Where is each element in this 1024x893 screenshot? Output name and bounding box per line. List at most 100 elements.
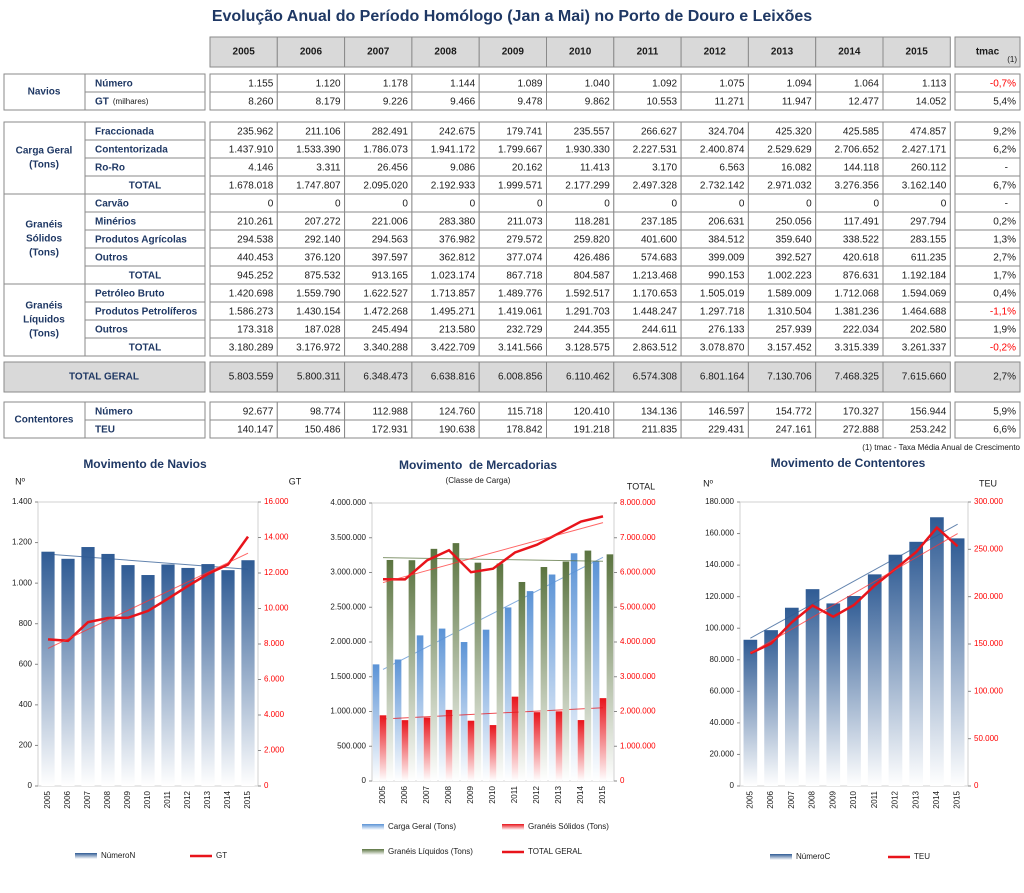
table-cell [478,361,548,393]
header-note: (1) [1007,55,1017,64]
table-value: 250.056 [776,217,813,228]
table-value: 0 [672,199,678,210]
y-tick-label: 1.500.000 [330,672,366,681]
table-cell [3,121,86,195]
table-value: 210.261 [237,217,274,228]
row-label: Fraccionada [95,127,154,138]
y2-tick-label: 150.000 [974,639,1003,648]
table-value: 6.008.856 [498,372,543,383]
table-value: 0 [268,199,274,210]
table-value: 876.631 [843,271,880,282]
table-value: 1.002.223 [767,271,812,282]
column-header: 2008 [434,47,457,58]
y-tick-label: 600 [19,659,33,668]
table-value: 11.271 [715,97,745,108]
table-value: 0,4% [993,289,1016,300]
table-value: 440.453 [237,253,274,264]
table-value: 6.638.816 [431,372,476,383]
table-value: 1.170.653 [633,289,678,300]
table-value: 242.675 [439,127,476,138]
table-value: 6,6% [993,425,1016,436]
bar [221,570,235,786]
x-tick-label: 2007 [787,790,796,808]
table-value: 377.074 [506,253,543,264]
x-tick-label: 2006 [63,790,72,808]
bar [540,567,548,781]
table-cell [954,419,1021,439]
page-title: Evolução Anual do Período Homólogo (Jan … [212,8,812,25]
legend-label: Granéis Sólidos (Tons) [528,822,609,831]
y-tick-label: 80.000 [710,655,735,664]
table-value: 279.572 [506,235,543,246]
chart-title: Movimento de Mercadorias [399,458,557,472]
table-value: 1.094 [787,79,812,90]
group-label: Contentores [15,415,74,426]
bar [141,575,155,786]
table-cell [84,91,206,111]
trend-line [382,707,604,720]
table-value: 3.128.575 [565,343,610,354]
bar [784,607,799,786]
table-cell [411,361,480,393]
y-tick-label: 140.000 [705,560,734,569]
bar [805,589,820,786]
table-value: 1.747.807 [296,181,341,192]
table-value: 297.794 [910,217,947,228]
table-value: 0 [470,199,476,210]
table-value: 6.110.462 [566,372,610,383]
bar [408,560,416,781]
bar [599,698,607,781]
x-tick-label: 2007 [422,785,431,803]
y2-axis-label: GT [289,476,302,486]
table-value: 211.106 [305,127,341,138]
line [47,535,250,643]
trend-line [47,552,249,649]
y2-tick-label: 3.000.000 [620,672,656,681]
table-value: 1.120 [316,79,341,90]
column-header: 2006 [300,47,323,58]
table-value: 222.034 [843,325,880,336]
group-label: Líquidos [23,315,65,326]
table-value: 1.144 [450,79,475,90]
x-tick-label: 2012 [183,790,192,808]
y-tick-label: 0 [362,776,367,785]
y-tick-label: 200 [19,741,33,750]
table-value: 6.563 [719,163,744,174]
table-value: 401.600 [641,235,678,246]
y2-axis-label: TEU [979,478,997,488]
y2-tick-label: 100.000 [974,686,1003,695]
table-value: 1.533.390 [296,145,341,156]
y2-tick-label: 5.000.000 [620,602,656,611]
x-tick-label: 2013 [203,790,212,808]
table-value: 232.729 [506,325,543,336]
table-value: 3.162.140 [902,181,947,192]
y-tick-label: 100.000 [705,623,734,632]
x-tick-label: 2011 [510,785,519,803]
table-cell [3,361,206,393]
table-value: 875.532 [304,271,341,282]
column-header: 2010 [569,47,592,58]
bar [438,628,446,781]
table-value: 2.095.020 [363,181,408,192]
x-tick-label: 2010 [849,790,858,808]
legend-swatch [362,824,384,830]
x-tick-label: 2012 [891,790,900,808]
table-value: 1.310.504 [767,307,812,318]
row-label: Outros [95,253,128,264]
column-header: tmac [976,47,1000,58]
bar [101,553,115,786]
table-value: 3.276.356 [835,181,880,192]
table-cell [84,419,206,439]
table-value: 237.185 [641,217,678,228]
trend-line [382,556,604,670]
table-value: 1.023.174 [431,271,476,282]
bar [372,664,380,781]
table-value: 92.677 [243,407,274,418]
legend-label: TEU [914,852,930,861]
bar [482,629,490,781]
table-cell [680,361,749,393]
row-label: Outros [95,325,128,336]
table-value: 1.589.009 [767,289,812,300]
table-value: 213.580 [439,325,476,336]
